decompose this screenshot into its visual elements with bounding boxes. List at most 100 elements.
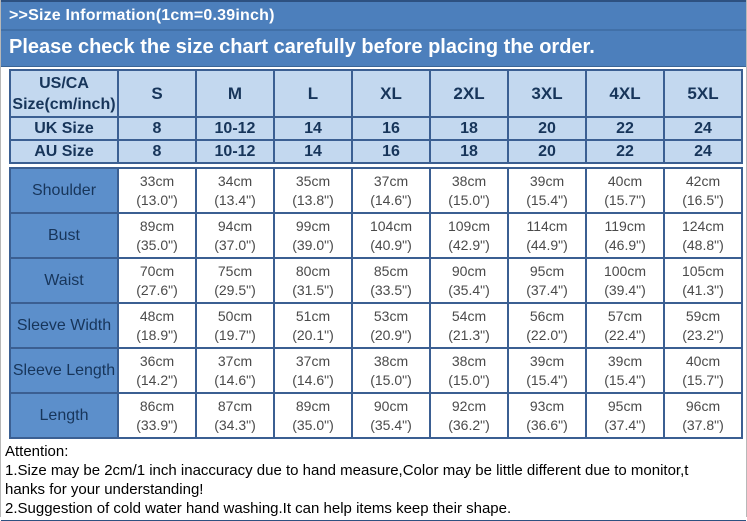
attention-section: Attention: 1.Size may be 2cm/1 inch inacc… [1,439,746,520]
value-cm: 39cm [529,172,565,189]
measurement-value-cell: 37cm (14.6") [273,347,353,394]
measurement-value-cell: 40cm (15.7") [585,167,665,214]
value-cm: 51cm [295,307,331,324]
measurement-value-cell: 35cm (13.8") [273,167,353,214]
measurement-value-cell: 51cm (20.1") [273,302,353,349]
value-cm: 95cm [529,262,565,279]
measurement-value-cell: 34cm (13.4") [195,167,275,214]
measurement-value-cell: 96cm (37.8") [663,392,743,439]
value-inch: (37.4") [526,281,568,298]
value-inch: (23.2") [682,326,724,343]
value-cm: 94cm [217,217,253,234]
measurement-value-cell: 53cm (20.9") [351,302,431,349]
measurement-value-cell: 124cm (48.8") [663,212,743,259]
value-cm: 59cm [685,307,721,324]
au-size-value: 8 [117,139,197,164]
value-cm: 100cm [603,262,647,279]
measurement-row-sleeve-length: Sleeve Length 36cm (14.2") 37cm (14.6") 37cm (… [9,347,743,394]
measurement-value-cell: 57cm (22.4") [585,302,665,349]
size-chart-notice: Please check the size chart carefully be… [1,31,746,67]
uk-size-value: 10-12 [195,116,275,141]
value-inch: (20.9") [370,326,412,343]
measurement-value-cell: 36cm (14.2") [117,347,197,394]
measurement-value-cell: 38cm (15.0") [351,347,431,394]
value-inch: (27.6") [136,281,178,298]
value-cm: 87cm [217,397,253,414]
value-inch: (29.5") [214,281,256,298]
value-cm: 38cm [451,352,487,369]
au-size-value: 20 [507,139,587,164]
value-inch: (35.0") [292,416,334,433]
value-cm: 90cm [373,397,409,414]
value-inch: (35.4") [370,416,412,433]
size-header-m: M [195,69,275,118]
value-cm: 37cm [295,352,331,369]
attention-line-2: 1.Size may be 2cm/1 inch inaccuracy due … [5,462,689,479]
attention-line-1: Attention: [5,443,69,460]
value-cm: 85cm [373,262,409,279]
measurement-value-cell: 114cm (44.9") [507,212,587,259]
measurement-value-cell: 38cm (15.0") [429,347,509,394]
value-inch: (15.4") [526,371,568,388]
value-inch: (39.4") [604,281,646,298]
measurement-table: Shoulder 33cm (13.0") 34cm (13.4") 35cm (13.8"… [9,167,743,439]
measurement-label-shoulder: Shoulder [9,167,119,214]
measurement-value-cell: 48cm (18.9") [117,302,197,349]
size-header-s: S [117,69,197,118]
value-inch: (48.8") [682,236,724,253]
measurement-table-body: Shoulder 33cm (13.0") 34cm (13.4") 35cm (13.8"… [9,167,743,439]
measurement-value-cell: 38cm (15.0") [429,167,509,214]
value-inch: (33.9") [136,416,178,433]
size-header-l: L [273,69,353,118]
au-size-row: AU Size 8 10-12 14 16 18 20 22 24 [9,139,743,164]
measurement-label-bust: Bust [9,212,119,259]
value-cm: 89cm [139,217,175,234]
measurement-value-cell: 109cm (42.9") [429,212,509,259]
value-cm: 124cm [681,217,725,234]
au-size-value: 24 [663,139,743,164]
corner-header-line2: Size(cm/inch) [12,95,116,113]
uk-size-value: 22 [585,116,665,141]
value-cm: 93cm [529,397,565,414]
value-inch: (14.6") [370,191,412,208]
value-inch: (39.0") [292,236,334,253]
size-information-title: >>Size Information(1cm=0.39inch) [1,2,746,31]
value-cm: 34cm [217,172,253,189]
measurement-value-cell: 89cm (35.0") [273,392,353,439]
measurement-row-waist: Waist 70cm (27.6") 75cm (29.5") 80cm (31.5") 85… [9,257,743,304]
value-cm: 105cm [681,262,725,279]
measurement-value-cell: 89cm (35.0") [117,212,197,259]
measurement-value-cell: 99cm (39.0") [273,212,353,259]
measurement-value-cell: 92cm (36.2") [429,392,509,439]
value-inch: (14.2") [136,371,178,388]
value-cm: 109cm [447,217,491,234]
value-inch: (14.6") [214,371,256,388]
value-cm: 38cm [373,352,409,369]
measurement-row-shoulder: Shoulder 33cm (13.0") 34cm (13.4") 35cm (13.8"… [9,167,743,214]
measurement-value-cell: 50cm (19.7") [195,302,275,349]
measurement-value-cell: 90cm (35.4") [429,257,509,304]
measurement-value-cell: 37cm (14.6") [351,167,431,214]
value-inch: (15.4") [604,371,646,388]
value-cm: 75cm [217,262,253,279]
measurement-value-cell: 39cm (15.4") [507,167,587,214]
measurement-value-cell: 104cm (40.9") [351,212,431,259]
measurement-value-cell: 86cm (33.9") [117,392,197,439]
value-inch: (46.9") [604,236,646,253]
size-header-xl: XL [351,69,431,118]
value-cm: 39cm [529,352,565,369]
measurement-value-cell: 56cm (22.0") [507,302,587,349]
au-size-value: 18 [429,139,509,164]
measurement-row-sleeve-width: Sleeve Width 48cm (18.9") 50cm (19.7") 51cm (2… [9,302,743,349]
corner-header-cell: US/CA Size(cm/inch) [9,69,119,118]
measurement-value-cell: 100cm (39.4") [585,257,665,304]
value-inch: (15.7") [604,191,646,208]
value-inch: (35.0") [136,236,178,253]
value-inch: (35.4") [448,281,490,298]
corner-header-line1: US/CA [39,74,89,92]
attention-line-4: 2.Suggestion of cold water hand washing.… [5,500,512,517]
au-size-label: AU Size [9,139,119,164]
value-cm: 70cm [139,262,175,279]
value-cm: 92cm [451,397,487,414]
